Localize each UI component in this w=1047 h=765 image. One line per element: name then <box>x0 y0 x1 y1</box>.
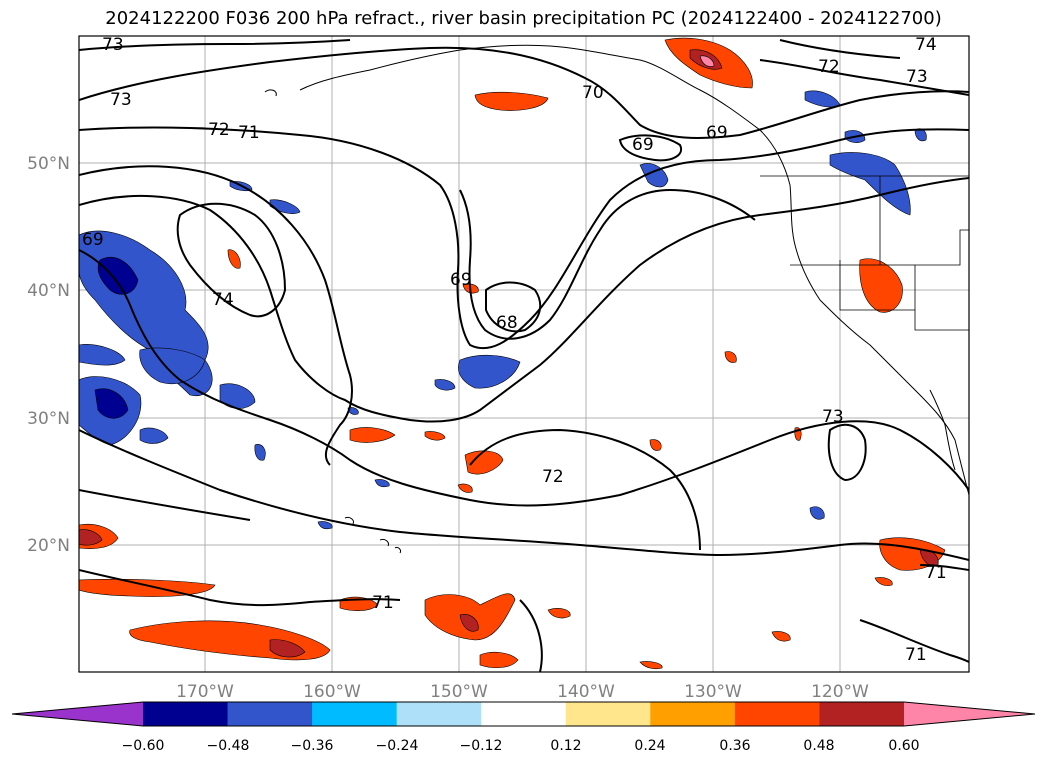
contour-label: 71 <box>372 593 394 613</box>
longitude-label: 130°W <box>684 682 742 702</box>
colorbar-segment <box>481 702 567 726</box>
longitude-label: 160°W <box>303 682 361 702</box>
longitude-label: 170°W <box>176 682 234 702</box>
colorbar-segment <box>312 702 398 726</box>
contour-label: 71 <box>905 645 927 665</box>
colorbar-tick-label: 0.24 <box>634 738 665 754</box>
longitude-label: 140°W <box>557 682 615 702</box>
colorbar-tick-label: −0.12 <box>460 738 503 754</box>
refractivity-contours <box>79 39 969 672</box>
colorbar-extend-min <box>12 702 143 726</box>
colorbar-tick-label: −0.60 <box>122 738 165 754</box>
contour-label: 74 <box>915 35 937 55</box>
map-frame <box>78 35 970 673</box>
positive-precip-patches <box>79 37 946 670</box>
map-plot-area: 73 74 72 73 70 73 72 71 69 69 69 69 74 6… <box>79 35 969 672</box>
contour-label: 71 <box>238 123 260 143</box>
colorbar-segment <box>565 702 651 726</box>
colorbar-tick-label: 0.48 <box>803 738 834 754</box>
contour-label: 70 <box>582 83 604 103</box>
colorbar-tick-label: 0.60 <box>888 738 919 754</box>
political-borders <box>760 175 969 331</box>
contour-label: 69 <box>82 230 104 250</box>
colorbar-tick-label: −0.48 <box>207 738 250 754</box>
colorbar-segment <box>396 702 482 726</box>
contour-labels: 73 74 72 73 70 73 72 71 69 69 69 69 74 6… <box>82 35 947 665</box>
colorbar-tick-labels: −0.60 −0.48 −0.36 −0.24 −0.12 0.12 0.24 … <box>122 738 920 754</box>
colorbar <box>11 701 1036 727</box>
contour-label: 72 <box>208 120 230 140</box>
colorbar-tick-label: 0.12 <box>550 738 581 754</box>
latitude-labels: 50°N 40°N 30°N 20°N <box>27 154 70 556</box>
contour-label: 68 <box>496 313 518 333</box>
colorbar-segment <box>819 702 905 726</box>
contour-label: 72 <box>542 467 564 487</box>
contour-label: 73 <box>102 35 124 55</box>
latitude-label: 50°N <box>27 154 70 174</box>
colorbar-segment <box>143 702 229 726</box>
colorbar-tick-label: −0.24 <box>376 738 419 754</box>
colorbar-extend-max <box>904 702 1035 726</box>
colorbar-segment <box>227 702 313 726</box>
contour-label: 72 <box>818 57 840 77</box>
contour-label: 74 <box>212 290 234 310</box>
colorbar-outline <box>11 701 1036 727</box>
contour-label: 73 <box>906 67 928 87</box>
contour-label: 69 <box>632 135 654 155</box>
contour-label: 71 <box>925 563 947 583</box>
longitude-labels: 170°W 160°W 150°W 140°W 130°W 120°W <box>176 682 869 702</box>
negative-precip-patches <box>79 90 927 530</box>
longitude-label: 150°W <box>430 682 488 702</box>
contour-label: 73 <box>110 90 132 110</box>
longitude-label: 120°W <box>811 682 869 702</box>
contour-label: 69 <box>706 123 728 143</box>
colorbar-tick-label: 0.36 <box>719 738 750 754</box>
latitude-label: 30°N <box>27 409 70 429</box>
colorbar-tick-label: −0.36 <box>291 738 334 754</box>
gridlines <box>79 36 969 672</box>
latitude-label: 40°N <box>27 281 70 301</box>
colorbar-segment <box>734 702 820 726</box>
map-title: 2024122200 F036 200 hPa refract., river … <box>105 8 942 29</box>
latitude-label: 20°N <box>27 536 70 556</box>
colorbar-segment <box>650 702 736 726</box>
contour-label: 73 <box>822 407 844 427</box>
contour-label: 69 <box>450 270 472 290</box>
coastlines <box>264 44 969 554</box>
